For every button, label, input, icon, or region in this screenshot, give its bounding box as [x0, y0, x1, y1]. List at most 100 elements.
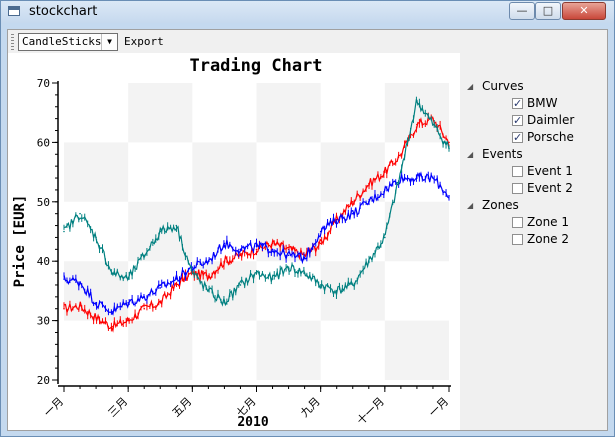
tree-item-label: Daimler: [527, 113, 575, 127]
data-point-bmw: [175, 284, 178, 286]
toolbar-grip-icon[interactable]: [11, 34, 14, 50]
data-point-bmw: [223, 260, 226, 262]
export-button[interactable]: Export: [124, 35, 164, 48]
data-point-bmw: [95, 316, 97, 319]
data-point-porsche: [432, 123, 434, 126]
data-point-bmw: [367, 183, 370, 185]
data-point-porsche: [239, 284, 242, 286]
zone-band: [192, 261, 257, 321]
zone-band: [64, 142, 129, 202]
window-title: stockchart: [29, 4, 98, 19]
data-point-bmw: [384, 171, 386, 173]
y-tick-label: 20: [37, 374, 50, 387]
tree-item-label: Zone 2: [527, 232, 569, 246]
data-point-daimler: [207, 260, 210, 262]
minimize-button[interactable]: —: [509, 2, 535, 20]
data-point-daimler: [223, 242, 226, 245]
data-point-porsche: [95, 236, 97, 239]
expand-arrow-icon[interactable]: ◢: [467, 150, 474, 159]
data-point-bmw: [127, 319, 129, 322]
x-tick-label: 三月: [106, 395, 131, 420]
data-point-bmw: [159, 301, 162, 304]
maximize-button[interactable]: □: [535, 2, 561, 20]
tree-item-label: BMW: [527, 96, 558, 110]
title-bar[interactable]: stockchart — □ ✕: [1, 1, 614, 23]
data-point-porsche: [416, 100, 418, 102]
checkbox[interactable]: [512, 129, 523, 146]
data-point-porsche: [207, 290, 210, 292]
data-point-daimler: [79, 281, 81, 283]
data-point-porsche: [111, 272, 113, 274]
y-tick-label: 70: [37, 77, 50, 90]
data-point-porsche: [367, 260, 370, 262]
data-point-daimler: [111, 310, 113, 313]
data-point-daimler: [416, 177, 418, 179]
y-axis-label: Price [EUR]: [12, 195, 28, 288]
x-axis-label: 2010: [237, 415, 268, 430]
x-tick-label: 一月: [41, 395, 66, 420]
data-point-porsche: [384, 236, 386, 239]
data-point-bmw: [143, 307, 146, 310]
data-point-daimler: [95, 301, 97, 304]
data-point-bmw: [255, 248, 258, 251]
zone-band: [192, 142, 257, 202]
zone-band: [64, 261, 129, 321]
data-point-bmw: [63, 307, 65, 310]
data-point-bmw: [111, 325, 113, 328]
data-point-daimler: [351, 212, 354, 215]
tree-group-label: Zones: [482, 198, 519, 212]
data-point-daimler: [432, 177, 434, 179]
data-point-daimler: [303, 257, 306, 260]
chevron-down-icon[interactable]: ▼: [101, 34, 117, 50]
data-point-bmw: [400, 153, 402, 156]
main-area: CandleSticks ▼ Export Trading Chart Pric…: [7, 29, 608, 431]
data-point-bmw: [79, 304, 81, 307]
data-point-bmw: [351, 201, 354, 203]
data-point-porsche: [303, 272, 306, 274]
zone-band: [128, 83, 193, 143]
data-point-porsche: [255, 272, 258, 274]
data-point-bmw: [432, 117, 434, 120]
checkbox[interactable]: [512, 217, 523, 228]
data-point-daimler: [239, 248, 242, 251]
data-point-daimler: [287, 254, 290, 257]
series-daimler: [63, 171, 450, 316]
y-tick-label: 40: [37, 255, 50, 268]
data-point-daimler: [384, 189, 386, 191]
checkbox[interactable]: [512, 95, 523, 112]
close-button[interactable]: ✕: [562, 2, 606, 20]
expand-arrow-icon[interactable]: ◢: [467, 201, 474, 210]
chart-mode-select[interactable]: CandleSticks ▼: [18, 33, 118, 51]
zone-band: [384, 320, 449, 380]
data-point-porsche: [127, 278, 129, 280]
data-point-porsche: [143, 254, 146, 257]
checkbox[interactable]: [512, 112, 523, 129]
expand-arrow-icon[interactable]: ◢: [467, 82, 474, 91]
checkbox[interactable]: [512, 183, 523, 194]
tree-item-label: Porsche: [527, 130, 574, 144]
tree-item-label: Event 2: [527, 181, 573, 195]
data-point-daimler: [255, 245, 258, 248]
checkbox[interactable]: [512, 166, 523, 177]
data-point-porsche: [287, 266, 290, 268]
zone-band: [384, 83, 449, 143]
trading-chart: Trading Chart Price [EUR] 2010 20 30 40 50 6…: [12, 56, 451, 430]
checkbox[interactable]: [512, 234, 523, 245]
x-tick-label: 一月: [426, 395, 451, 420]
toolbar: CandleSticks ▼ Export: [8, 30, 607, 53]
data-point-porsche: [79, 212, 81, 215]
data-point-daimler: [63, 278, 65, 280]
data-point-bmw: [416, 123, 418, 126]
data-point-daimler: [400, 177, 402, 179]
zone-band: [320, 261, 385, 321]
data-point-daimler: [271, 248, 274, 251]
zone-band: [384, 201, 449, 262]
plot-area: Trading Chart Price [EUR] 2010 20 30 40 50 6…: [8, 53, 460, 430]
data-point-porsche: [400, 171, 402, 173]
data-point-porsche: [351, 284, 354, 286]
y-tick-label: 30: [37, 315, 50, 328]
data-point-porsche: [175, 224, 178, 227]
zone-band: [320, 142, 385, 202]
data-point-daimler: [335, 218, 338, 221]
